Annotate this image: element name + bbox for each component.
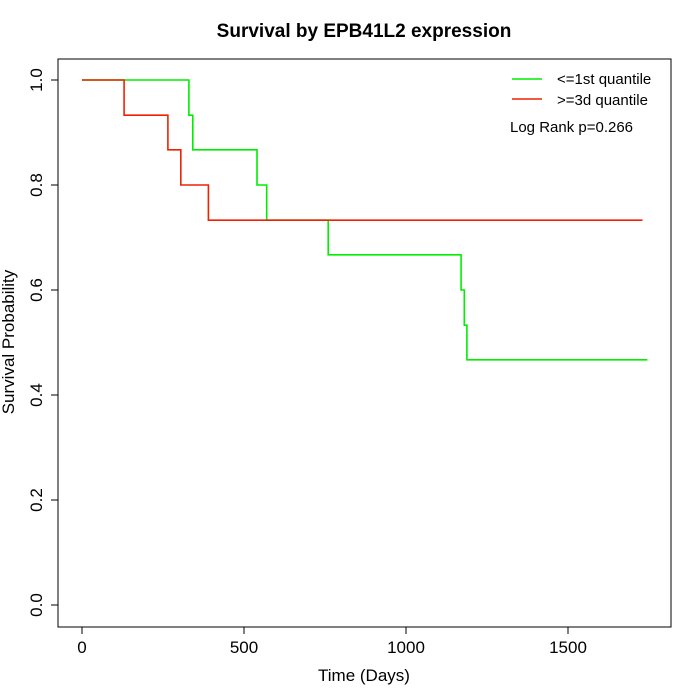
series-line-2 [82, 79, 643, 221]
x-tick-label: 500 [230, 638, 258, 657]
y-axis: 0.0 0.2 0.4 0.6 0.8 1.0 [27, 68, 59, 617]
x-tick-label: 1000 [387, 638, 425, 657]
chart-title: Survival by EPB41L2 expression [217, 21, 512, 42]
y-tick-label: 0.8 [27, 173, 46, 197]
x-tick-label: 0 [77, 638, 86, 657]
x-axis-label: Time (Days) [318, 666, 410, 685]
log-rank-annotation: Log Rank p=0.266 [510, 119, 633, 136]
y-tick-label: 0.4 [27, 383, 46, 407]
y-tick-label: 1.0 [27, 68, 46, 92]
series-layer [82, 79, 648, 361]
x-tick-label: 1500 [549, 638, 587, 657]
x-axis: 0 500 1000 1500 [77, 626, 587, 657]
legend: <=1st quantile >=3d quantile [512, 71, 651, 109]
y-axis-label: Survival Probability [0, 269, 18, 414]
legend-label-series-2: >=3d quantile [557, 92, 648, 109]
y-tick-label: 0.2 [27, 488, 46, 512]
legend-label-series-1: <=1st quantile [557, 71, 651, 88]
y-tick-label: 0.0 [27, 593, 46, 617]
y-tick-label: 0.6 [27, 278, 46, 302]
